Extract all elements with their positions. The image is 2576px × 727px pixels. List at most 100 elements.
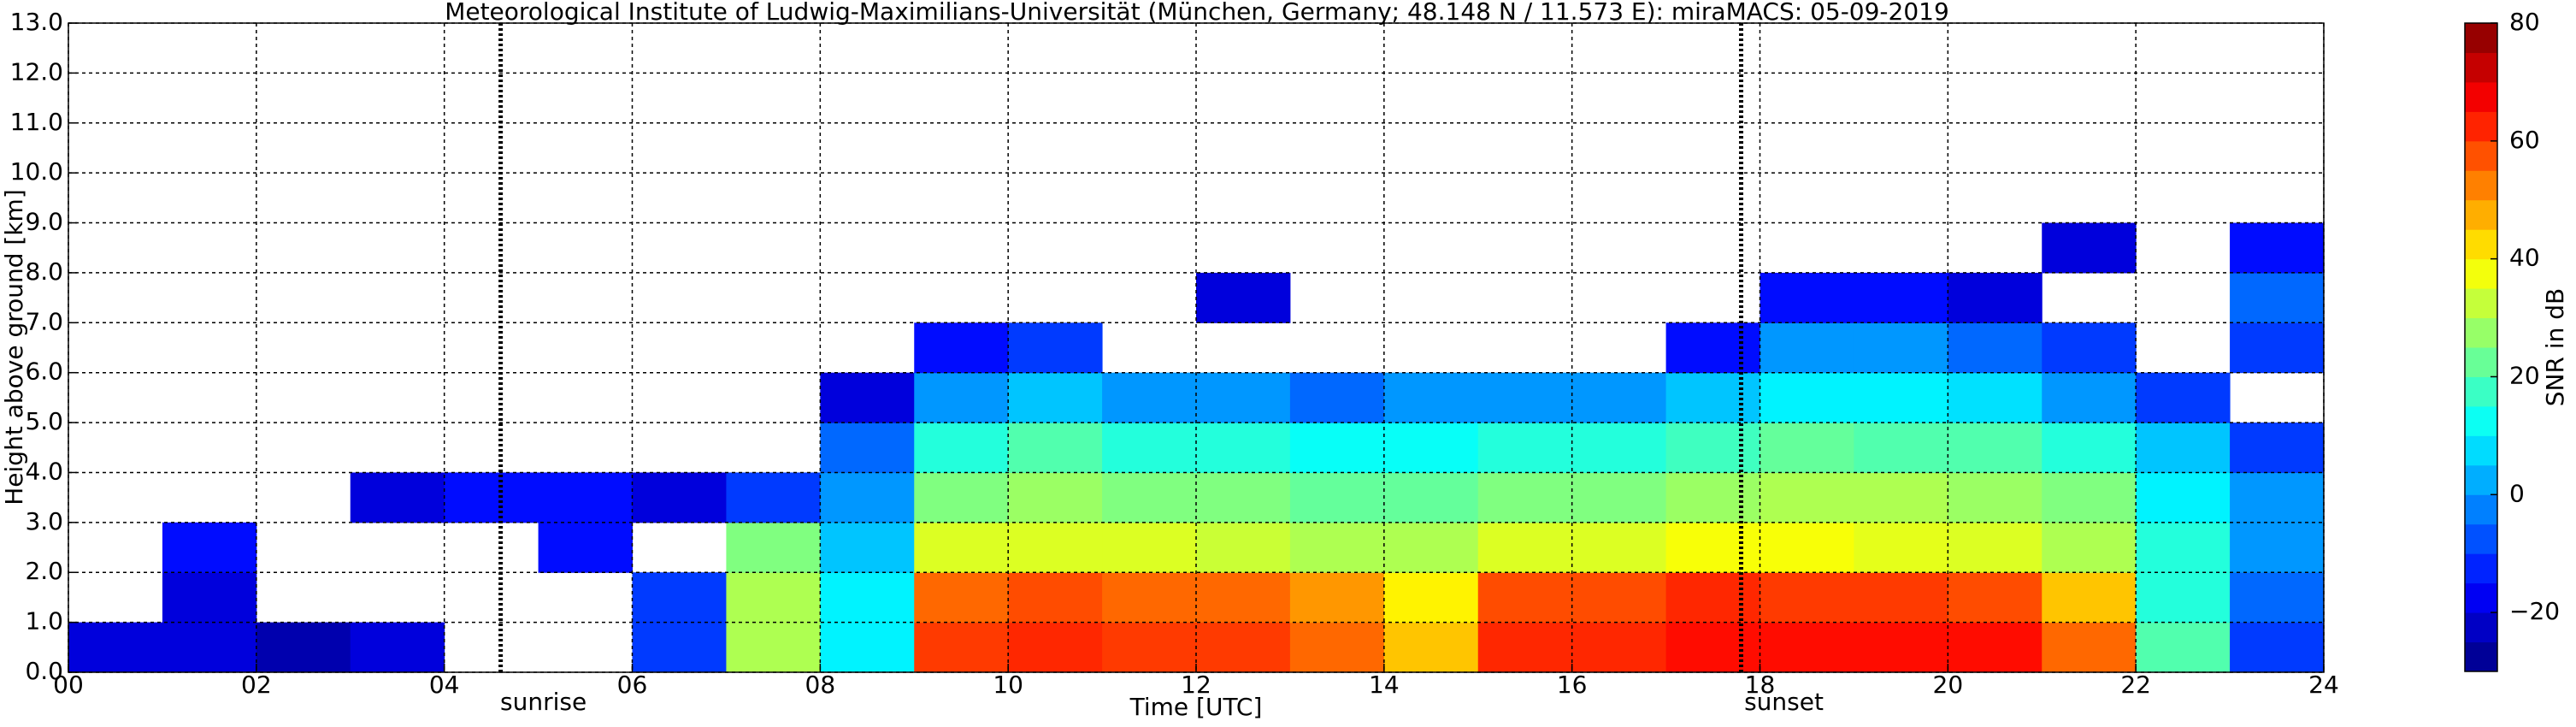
snr-cell — [2230, 472, 2325, 523]
colorbar-step — [2465, 229, 2497, 260]
y-tick-label: 1.0 — [25, 607, 63, 635]
snr-cell — [1008, 322, 1103, 374]
colorbar-tick-label: 0 — [2509, 479, 2525, 507]
snr-cell — [914, 572, 1009, 624]
snr-cell — [538, 472, 633, 523]
snr-cell — [632, 622, 727, 673]
snr-cell — [2136, 522, 2231, 573]
snr-cell — [1196, 472, 1291, 523]
snr-cell — [1665, 322, 1760, 374]
snr-cell — [2042, 622, 2137, 673]
snr-cell — [1102, 572, 1197, 624]
snr-cell — [1760, 423, 1854, 473]
snr-cell — [1383, 423, 1479, 473]
snr-cell — [1665, 472, 1760, 523]
x-tick-label: 14 — [1369, 671, 1400, 699]
snr-cell — [914, 472, 1009, 523]
colorbar-step — [2465, 170, 2497, 201]
snr-cell — [1477, 372, 1573, 423]
snr-cell — [1760, 522, 1854, 573]
y-tick-label: 7.0 — [25, 307, 63, 335]
snr-cell — [2230, 622, 2325, 673]
colorbar-step — [2465, 523, 2497, 554]
snr-cell — [2136, 572, 2231, 624]
snr-cell — [1102, 472, 1197, 523]
snr-cell — [162, 622, 257, 673]
colorbar-step — [2465, 81, 2497, 112]
snr-cell — [1008, 572, 1103, 624]
colorbar-step — [2465, 52, 2497, 83]
snr-cell — [1477, 472, 1573, 523]
colorbar-step — [2465, 111, 2497, 142]
y-tick-label: 10.0 — [10, 157, 63, 186]
x-tick-label: 08 — [805, 671, 836, 699]
snr-cell — [1760, 322, 1854, 374]
snr-cell — [1948, 622, 2043, 673]
y-tick-label: 12.0 — [10, 57, 63, 86]
y-tick-label: 4.0 — [25, 457, 63, 485]
colorbar-step — [2465, 494, 2497, 525]
snr-cell — [820, 472, 915, 523]
snr-cell — [914, 423, 1009, 473]
snr-cell — [1196, 522, 1291, 573]
y-tick-label: 6.0 — [25, 358, 63, 386]
snr-cell — [1854, 472, 1948, 523]
snr-cell — [1008, 423, 1103, 473]
snr-cell — [1477, 622, 1573, 673]
snr-cell — [2042, 572, 2137, 624]
snr-cell — [1571, 423, 1667, 473]
snr-cell — [1008, 472, 1103, 523]
y-tick-label: 9.0 — [25, 208, 63, 236]
snr-cell — [1289, 472, 1385, 523]
snr-cell — [162, 522, 257, 573]
snr-cell — [1948, 272, 2043, 323]
snr-cell — [1854, 372, 1948, 423]
snr-cell — [1854, 423, 1948, 473]
snr-cell — [632, 572, 727, 624]
colorbar-step — [2465, 405, 2497, 436]
colorbar-step — [2465, 612, 2497, 643]
snr-cell — [1289, 622, 1385, 673]
snr-cell — [1383, 522, 1479, 573]
snr-cell — [68, 622, 163, 673]
colorbar-tick-label: −20 — [2509, 597, 2560, 625]
snr-cell — [820, 572, 915, 624]
colorbar-step — [2465, 553, 2497, 584]
colorbar-step — [2465, 376, 2497, 407]
snr-cell — [1760, 472, 1854, 523]
x-axis-label: Time [UTC] — [1129, 693, 1263, 721]
annotation-label: sunrise — [500, 688, 587, 716]
snr-cell — [1102, 522, 1197, 573]
x-tick-label: 18 — [1745, 671, 1776, 699]
annotation-label: sunset — [1744, 688, 1824, 716]
snr-cell — [2230, 272, 2325, 323]
snr-cell — [350, 472, 445, 523]
snr-cell — [820, 423, 915, 473]
colorbar-step — [2465, 347, 2497, 377]
snr-cell — [1008, 372, 1103, 423]
snr-cell — [1948, 423, 2043, 473]
snr-cell — [1289, 522, 1385, 573]
snr-cell — [1571, 622, 1667, 673]
snr-cell — [1854, 572, 1948, 624]
y-tick-label: 8.0 — [25, 257, 63, 286]
x-tick-label: 24 — [2308, 671, 2339, 699]
snr-cell — [2230, 222, 2325, 274]
colorbar-step — [2465, 464, 2497, 495]
snr-cell — [1477, 522, 1573, 573]
snr-cell — [1383, 572, 1479, 624]
snr-cell — [1196, 372, 1291, 423]
snr-cell — [1196, 622, 1291, 673]
y-tick-label: 3.0 — [25, 507, 63, 535]
snr-cell — [1665, 522, 1760, 573]
snr-cell — [726, 622, 821, 673]
y-tick-label: 0.0 — [25, 657, 63, 685]
colorbar-step — [2465, 435, 2497, 466]
snr-cell — [914, 622, 1009, 673]
snr-cell — [2042, 522, 2137, 573]
snr-cell — [914, 372, 1009, 423]
snr-cell — [1571, 522, 1667, 573]
colorbar-step — [2465, 288, 2497, 319]
snr-cell — [1665, 372, 1760, 423]
